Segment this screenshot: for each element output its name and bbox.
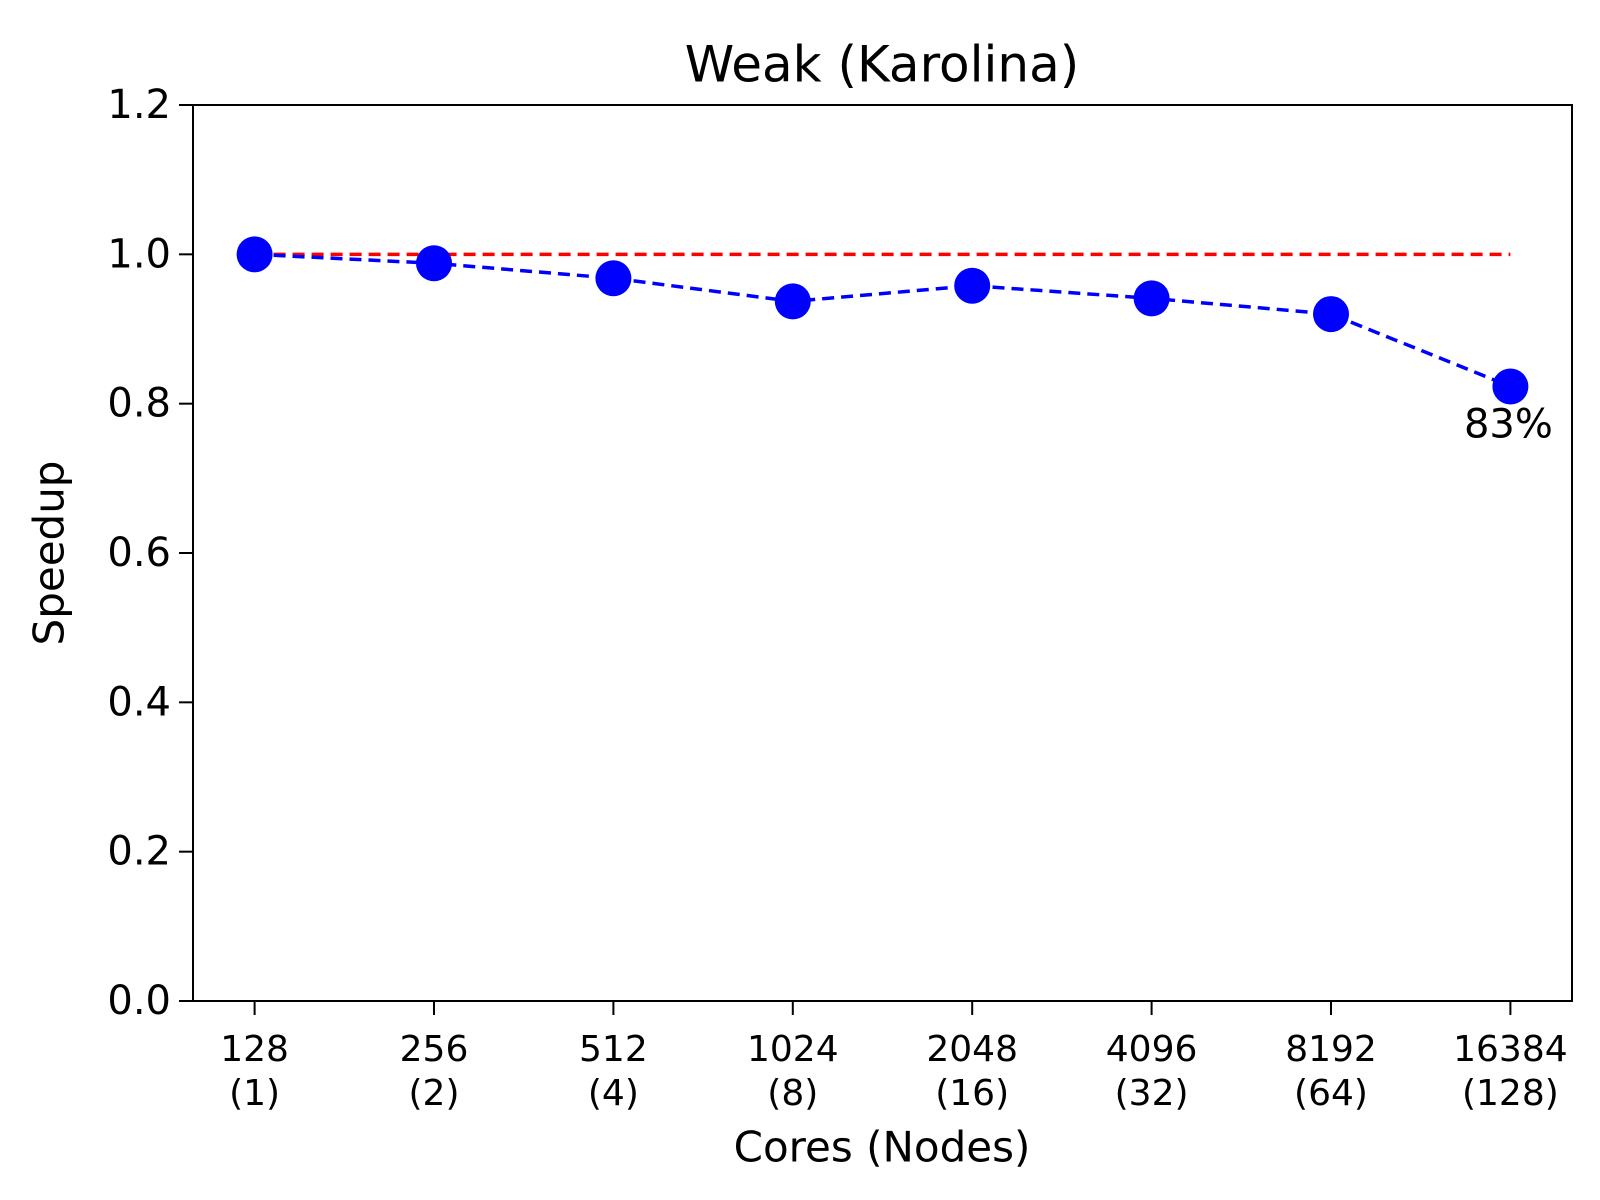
x-tick-label-line: 8192	[1285, 1029, 1377, 1070]
data-point	[236, 236, 273, 273]
annotation: 83%	[1464, 401, 1553, 447]
x-tick-label: 16384 (128)	[1453, 1029, 1568, 1114]
x-tick-label-line: (4)	[588, 1073, 639, 1114]
x-tick-label-line: (1)	[229, 1073, 280, 1114]
x-tick-label-line: 128	[220, 1029, 289, 1070]
series-line	[254, 252, 1512, 389]
y-tick-label: 1.0	[107, 231, 171, 277]
y-tick-label: 0.8	[107, 381, 171, 427]
data-point	[774, 283, 811, 320]
data-point	[1313, 296, 1349, 333]
data-point	[1133, 280, 1170, 317]
x-axis-label: Cores (Nodes)	[734, 1123, 1031, 1172]
x-tick-label: 8192 (64)	[1285, 1029, 1377, 1114]
x-tick-label: 1024 (8)	[747, 1029, 839, 1114]
x-tick-label-line: 4096	[1106, 1029, 1198, 1070]
data-point	[595, 260, 632, 297]
y-tick-label: 1.2	[107, 82, 171, 128]
x-tick-label-line: (128)	[1462, 1073, 1559, 1114]
x-tick-label: 2048 (16)	[926, 1029, 1018, 1114]
x-tick-label-line: (64)	[1294, 1073, 1368, 1114]
x-tick-label: 256 (2)	[400, 1029, 469, 1114]
y-axis-label: Speedup	[25, 461, 74, 646]
x-tick-label-line: (16)	[935, 1073, 1009, 1114]
data-point	[416, 245, 452, 282]
data-point	[1492, 368, 1529, 405]
x-tick-label-line: 1024	[747, 1029, 839, 1070]
x-tick-label-line: 512	[579, 1029, 648, 1070]
chart-title: Weak (Karolina)	[685, 36, 1079, 94]
y-tick-label: 0.2	[107, 829, 171, 875]
x-tick-label-line: (8)	[767, 1073, 818, 1114]
y-tick-label: 0.4	[107, 679, 171, 725]
x-tick-label-line: (2)	[409, 1073, 460, 1114]
y-tick-label: 0.6	[107, 530, 171, 576]
x-tick-label: 512 (4)	[579, 1029, 648, 1114]
plot-frame	[192, 104, 1573, 1002]
x-tick-label: 4096 (32)	[1106, 1029, 1198, 1114]
x-tick-label-line: 16384	[1453, 1029, 1568, 1070]
x-tick-label-line: 256	[400, 1029, 469, 1070]
x-tick-label-line: (32)	[1115, 1073, 1189, 1114]
data-point	[954, 267, 991, 304]
x-tick-label-line: 2048	[926, 1029, 1018, 1070]
x-tick-label: 128 (1)	[220, 1029, 289, 1114]
y-tick-label: 0.0	[107, 978, 171, 1024]
